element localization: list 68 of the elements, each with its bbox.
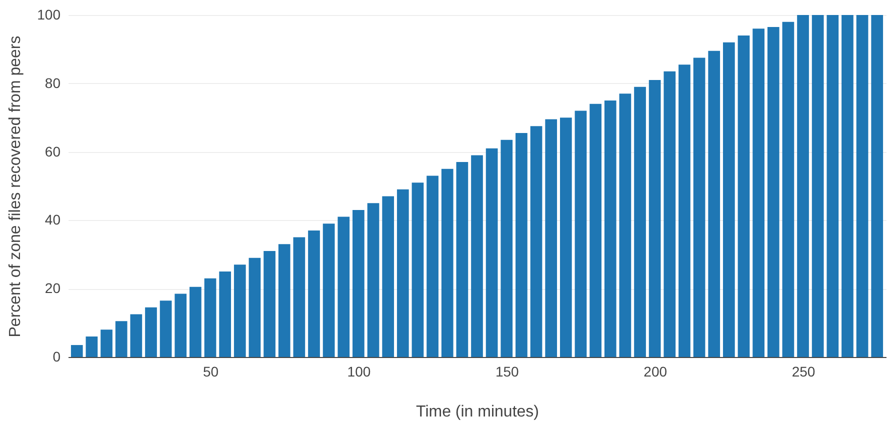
bar [678, 64, 690, 357]
x-tick-label: 200 [644, 364, 668, 380]
bar [545, 119, 558, 357]
bar [293, 237, 306, 357]
bar [560, 118, 572, 357]
y-axis-title: Percent of zone files recovered from peers [7, 36, 24, 338]
x-tick-label: 150 [495, 364, 520, 380]
x-axis-title: Time (in minutes) [416, 404, 539, 420]
bar [574, 110, 587, 357]
bar [204, 278, 216, 357]
bar [115, 321, 128, 357]
bar [248, 258, 261, 357]
bar [130, 314, 142, 357]
x-tick-label: 50 [202, 364, 219, 380]
y-tick-label: 100 [37, 6, 61, 22]
bar [634, 86, 646, 357]
bar [664, 71, 676, 357]
bar [797, 15, 809, 357]
bar [322, 224, 335, 357]
y-tick-label: 40 [44, 212, 61, 228]
bar [738, 36, 750, 357]
bar [412, 182, 424, 357]
bar [812, 15, 824, 357]
bar [278, 244, 290, 357]
x-tick-label: 250 [792, 364, 816, 380]
bar [352, 210, 364, 357]
y-tick-label: 0 [52, 348, 61, 364]
bar [396, 189, 409, 357]
bar [648, 80, 661, 357]
bar [264, 250, 276, 357]
bar [160, 300, 172, 357]
bar [871, 15, 884, 357]
bar [100, 330, 112, 357]
bar [826, 15, 839, 357]
bar [70, 345, 83, 357]
bar [338, 216, 350, 357]
bar [441, 168, 454, 357]
bar [752, 28, 764, 357]
bar [471, 155, 483, 357]
bar [145, 307, 157, 357]
bar [590, 104, 602, 357]
bar [219, 272, 232, 357]
bar [174, 294, 187, 357]
x-tick-label: 100 [347, 364, 371, 380]
bar [767, 26, 780, 357]
bar [856, 15, 868, 357]
bar [234, 264, 246, 357]
bar [693, 58, 706, 357]
bar [308, 230, 320, 357]
bar [382, 196, 394, 357]
bar [516, 132, 528, 357]
y-tick-label: 60 [44, 143, 61, 160]
bar [604, 100, 616, 357]
bar [426, 176, 438, 357]
bar [782, 22, 794, 357]
bar [842, 15, 854, 357]
bar [190, 286, 202, 357]
bar [530, 126, 542, 357]
bar [708, 50, 720, 357]
bar [456, 162, 468, 357]
bar [722, 42, 735, 357]
bar [619, 94, 632, 357]
y-tick-label: 80 [44, 74, 61, 91]
bar [367, 203, 380, 357]
y-tick-label: 20 [44, 280, 61, 296]
bar [486, 148, 498, 357]
bar [86, 336, 98, 357]
bar [500, 140, 513, 357]
